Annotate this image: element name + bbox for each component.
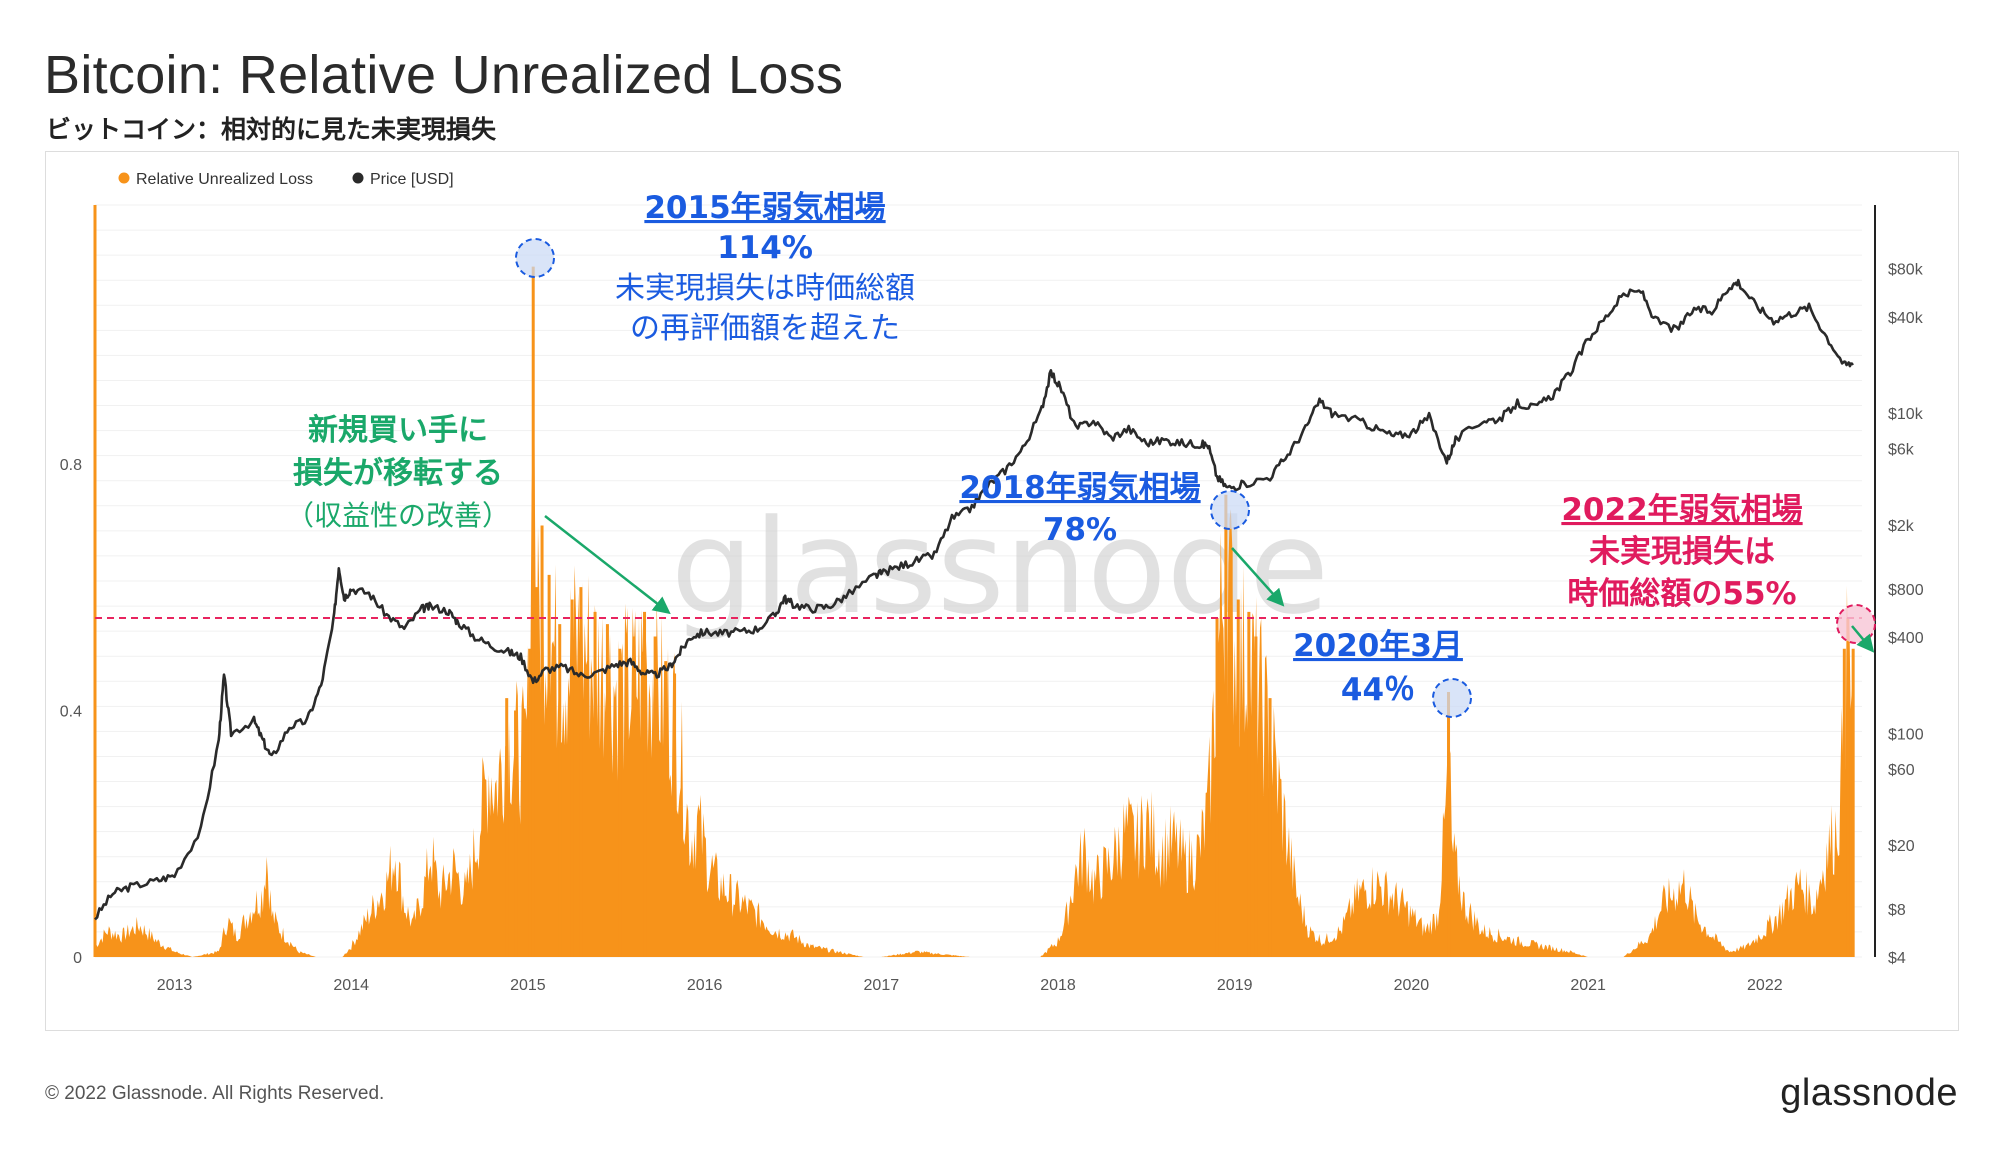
x-tick-label: 2015 bbox=[510, 977, 546, 994]
y-right-tick-label: $40k bbox=[1888, 310, 1924, 327]
y-left-tick-label: 0.8 bbox=[60, 457, 82, 474]
price-line-path bbox=[94, 278, 1854, 921]
y-left-tick-label: 0.4 bbox=[60, 703, 82, 720]
x-tick-label: 2021 bbox=[1570, 977, 1606, 994]
x-tick-label: 2020 bbox=[1394, 977, 1430, 994]
loss-area-series bbox=[93, 205, 1862, 957]
legend-swatch-loss bbox=[118, 172, 130, 184]
legend-entry-loss: Relative Unrealized Loss bbox=[136, 171, 313, 188]
annotation-2015-value: 114% bbox=[717, 230, 813, 266]
y-right-tick-label: $6k bbox=[1888, 442, 1915, 459]
chart-panel bbox=[45, 151, 1959, 1031]
marker-2018-peak bbox=[1210, 490, 1250, 530]
tick-labels: 2013 2014 2015 2016 2017 2018 2019 2020 2021 2022… bbox=[60, 262, 1924, 994]
y-right-tick-label: $2k bbox=[1888, 518, 1915, 535]
x-tick-label: 2014 bbox=[333, 977, 369, 994]
footer-copyright: © 2022 Glassnode. All Rights Reserved. bbox=[45, 1083, 385, 1104]
annotation-2020-value: 44％ bbox=[1341, 672, 1415, 708]
annotation-2015-heading: 2015年弱気相場 bbox=[644, 190, 885, 226]
y-right-tick-label: $80k bbox=[1888, 262, 1924, 279]
y-right-tick-label: $10k bbox=[1888, 406, 1924, 423]
y-right-tick-label: $100 bbox=[1888, 726, 1924, 743]
legend: Relative Unrealized Loss Price [USD] bbox=[118, 171, 454, 188]
x-tick-label: 2018 bbox=[1040, 977, 1076, 994]
annotation-2022-heading: 2022年弱気相場 bbox=[1561, 492, 1802, 528]
annotation-2022-line3: 時価総額の55% bbox=[1567, 576, 1796, 612]
arrow-loss-transfer bbox=[544, 515, 671, 615]
annotation-2022: 2022年弱気相場 未実現損失は 時価総額の55% bbox=[1561, 492, 1802, 612]
y-right-tick-label: $60 bbox=[1888, 762, 1915, 779]
annotation-2018-value: 78% bbox=[1043, 512, 1117, 548]
highlight-markers bbox=[515, 238, 1876, 718]
annotation-arrows bbox=[544, 515, 1875, 653]
annotation-2015: 2015年弱気相場 114% 未実現損失は時価総額 の再評価額を超えた bbox=[615, 190, 915, 346]
legend-swatch-price bbox=[352, 172, 364, 184]
annotation-2022-line2: 未実現損失は bbox=[1589, 534, 1775, 570]
arrow-2018 bbox=[1231, 547, 1285, 607]
x-tick-label: 2017 bbox=[864, 977, 900, 994]
y-right-tick-label: $4 bbox=[1888, 950, 1906, 967]
annotation-2020: 2020年3月 44％ bbox=[1293, 628, 1463, 708]
x-tick-label: 2016 bbox=[687, 977, 723, 994]
x-tick-label: 2022 bbox=[1747, 977, 1783, 994]
annotation-2015-desc2: の再評価額を超えた bbox=[630, 311, 900, 346]
marker-2020-peak bbox=[1432, 678, 1472, 718]
footer-logo: glassnode bbox=[1780, 1072, 1958, 1114]
annotation-buyers-line3: （収益性の改善） bbox=[286, 499, 510, 532]
annotation-2018: 2018年弱気相場 78% bbox=[959, 470, 1200, 548]
annotation-2020-heading: 2020年3月 bbox=[1293, 628, 1463, 664]
chart-title: Bitcoin: Relative Unrealized Loss bbox=[44, 45, 844, 105]
y-right-tick-label: $400 bbox=[1888, 630, 1924, 647]
annotation-buyers: 新規買い手に 損失が移転する （収益性の改善） bbox=[286, 413, 510, 532]
legend-entry-price: Price [USD] bbox=[370, 171, 454, 188]
chart-subtitle: ビットコイン：相対的に見た未実現損失 bbox=[46, 116, 497, 144]
annotation-buyers-line1: 新規買い手に bbox=[308, 413, 488, 448]
y-right-tick-label: $8 bbox=[1888, 902, 1906, 919]
x-tick-label: 2019 bbox=[1217, 977, 1253, 994]
annotation-2015-desc1: 未実現損失は時価総額 bbox=[615, 271, 915, 306]
arrow-2022 bbox=[1851, 625, 1875, 653]
y-left-tick-label: 0 bbox=[73, 950, 82, 967]
x-tick-label: 2013 bbox=[157, 977, 193, 994]
marker-2022-peak bbox=[1836, 604, 1876, 644]
annotation-2018-heading: 2018年弱気相場 bbox=[959, 470, 1200, 506]
marker-2015-peak bbox=[515, 238, 555, 278]
annotation-buyers-line2: 損失が移転する bbox=[293, 456, 503, 491]
y-right-tick-label: $20 bbox=[1888, 838, 1915, 855]
price-line-series bbox=[94, 278, 1854, 921]
y-right-tick-label: $800 bbox=[1888, 582, 1924, 599]
